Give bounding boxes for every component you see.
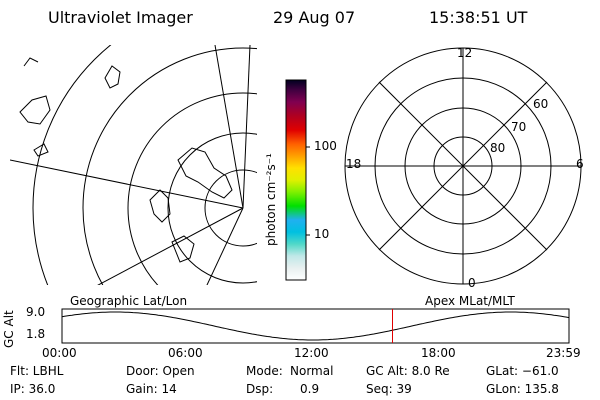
coastline — [149, 189, 171, 223]
mlt-label-18: 18 — [346, 157, 362, 171]
colorbar-tick-label: 10 — [314, 227, 330, 241]
time-axis-tick: 18:00 — [421, 346, 456, 360]
mode-label: Mode: — [246, 364, 283, 378]
mlt-label-12: 12 — [457, 46, 473, 60]
latitude-circle — [204, 169, 257, 247]
meridian-line — [97, 207, 244, 285]
geographic-panel-label: Geographic Lat/Lon — [70, 294, 188, 308]
instrument-title: Ultraviolet Imager — [48, 8, 193, 27]
sequence-number: Seq: 39 — [366, 382, 412, 396]
coastline — [33, 143, 49, 157]
time-axis-tick: 00:00 — [42, 346, 77, 360]
meridian-line — [242, 45, 251, 209]
coastline — [23, 57, 39, 67]
colorbar — [285, 79, 307, 281]
polar-diagonal — [378, 81, 548, 251]
geographic-map — [10, 45, 257, 285]
mode-value: Normal — [290, 364, 334, 378]
colorbar-tick-label: 100 — [314, 139, 337, 153]
gain-status: Gain: 14 — [126, 382, 177, 396]
meridian-line — [206, 207, 244, 285]
altitude-axis-label: GC Alt — [2, 310, 16, 348]
mlat-label-60: 60 — [533, 97, 549, 111]
latitude-circle — [167, 132, 257, 284]
mlt-label-0: 0 — [468, 276, 476, 290]
mlt-label-6: 6 — [576, 157, 584, 171]
meridian-line — [214, 45, 244, 209]
coastline — [177, 147, 233, 199]
time-axis-tick: 12:00 — [294, 346, 329, 360]
altitude-plot-frame — [61, 308, 570, 344]
apex-panel-label: Apex MLat/MLT — [425, 294, 515, 308]
geographic-latitude: GLat: −61.0 — [486, 364, 559, 378]
altitude-ytick: 9.0 — [26, 305, 46, 319]
mlat-label-80: 80 — [490, 141, 506, 155]
meridian-line — [10, 159, 244, 209]
door-status: Door: Open — [126, 364, 195, 378]
latitude-circle — [82, 47, 257, 285]
coastline — [171, 235, 195, 263]
latitude-circle — [127, 92, 257, 285]
ip-status: IP: 36.0 — [10, 382, 56, 396]
dsp-value: 0.9 — [300, 382, 320, 396]
observation-date: 29 Aug 07 — [273, 8, 356, 27]
observation-time: 15:38:51 UT — [429, 8, 528, 27]
mlat-label-70: 70 — [511, 120, 527, 134]
time-axis-tick: 23:59 — [546, 346, 581, 360]
geographic-longitude: GLon: 135.8 — [486, 382, 559, 396]
filter-status: Flt: LBHL — [10, 364, 64, 378]
time-axis-tick: 06:00 — [168, 346, 203, 360]
latitude-circle — [32, 45, 112, 285]
coastline — [19, 95, 51, 125]
gc-altitude-status: GC Alt: 8.0 Re — [366, 364, 450, 378]
coastline — [104, 65, 121, 89]
apex-polar-plot — [344, 47, 582, 285]
altitude-ytick: 1.8 — [26, 327, 46, 341]
altitude-curve — [62, 311, 569, 341]
dsp-label: Dsp: — [246, 382, 274, 396]
